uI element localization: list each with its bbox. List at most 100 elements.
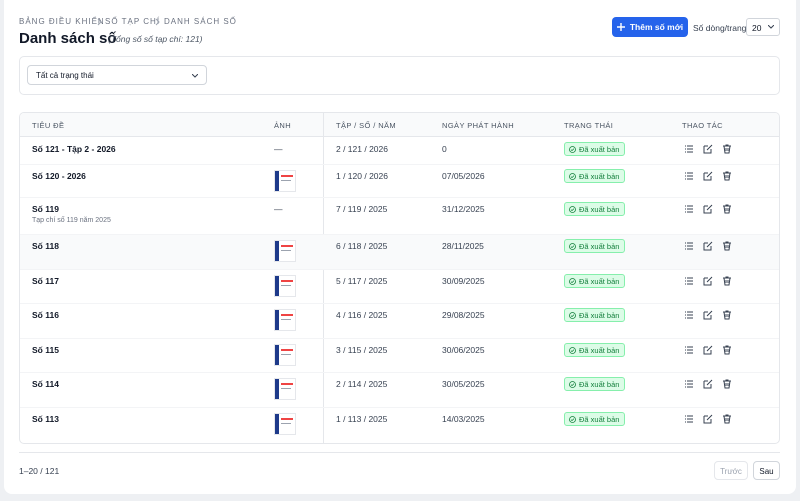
table-row[interactable] [20,407,779,441]
table-row[interactable] [20,269,779,303]
table-row[interactable] [20,137,779,164]
cover-thumbnail [274,378,296,400]
cover-spine [275,276,279,296]
cover-spine [275,241,279,261]
table-row[interactable] [20,372,779,407]
status-badge: Đã xuất bản [564,202,626,216]
publish-date: 30/06/2025 [442,345,485,355]
cover-thumbnail [274,344,296,366]
publish-date: 0 [442,144,447,154]
edit-button[interactable] [703,204,713,214]
view-button[interactable] [684,379,694,389]
status-label: Đã xuất bản [579,414,620,424]
add-button[interactable]: Thêm số mới [612,17,688,37]
column-header: TIÊU ĐỀ [32,121,65,130]
edit-button[interactable] [703,276,713,286]
status-label: Đã xuất bản [579,144,620,154]
view-button[interactable] [684,276,694,286]
edit-button[interactable] [703,241,713,251]
edit-button[interactable] [703,310,713,320]
breadcrumb-item[interactable]: BẢNG ĐIỀU KHIỂN [19,17,105,26]
view-button[interactable] [684,310,694,320]
table-header [20,113,779,137]
prev-label: Trước [720,467,742,476]
cover-text [281,423,291,424]
delete-button[interactable] [722,241,732,251]
status-badge: Đã xuất bản [564,239,626,253]
cover-thumbnail [274,170,296,192]
edit-button[interactable] [703,171,713,181]
caret [768,25,774,29]
issue-title: Số 115 [32,345,59,355]
column-header: NGÀY PHÁT HÀNH [442,121,515,130]
plus-icon [616,23,625,31]
view-button[interactable] [684,414,694,424]
cover-thumbnail [274,309,296,331]
view-button[interactable] [684,204,694,214]
table-row[interactable] [20,164,779,197]
cover-thumbnail [274,240,296,262]
check-icon [569,242,576,250]
edit-button[interactable] [703,144,713,154]
issue-title: Số 116 [32,310,59,320]
check-icon [569,380,576,388]
delete-button[interactable] [722,379,732,389]
delete-button[interactable] [722,204,732,214]
edit-button[interactable] [703,379,713,389]
next-button[interactable]: Sau [753,461,780,480]
add-button-label: Thêm số mới [629,22,684,32]
cover-text [281,383,293,385]
publish-date: 14/03/2025 [442,414,485,424]
view-button[interactable] [684,241,694,251]
filter-panel [19,56,780,95]
delete-button[interactable] [722,414,732,424]
volume-number: 5 / 117 / 2025 [336,276,388,286]
breadcrumb-item: DANH SÁCH SỐ [164,17,237,26]
column-header: TẬP / SỐ / NĂM [336,121,397,130]
delete-button[interactable] [722,171,732,181]
cover-thumbnail [274,275,296,297]
column-header: ẢNH [274,121,292,130]
view-button[interactable] [684,171,694,181]
status-label: Đã xuất bản [579,379,620,389]
status-label: Đã xuất bản [579,241,620,251]
column-header: TRẠNG THÁI [564,121,614,130]
publish-date: 28/11/2025 [442,241,484,251]
status-label: Đã xuất bản [579,345,620,355]
cover-thumbnail [274,413,296,435]
breadcrumb-item[interactable]: SỐ TẠP CHÍ [105,17,161,26]
volume-number: 2 / 114 / 2025 [336,379,388,389]
publish-date: 30/09/2025 [442,276,485,286]
delete-button[interactable] [722,310,732,320]
issue-title: Số 121 - Tập 2 - 2026 [32,144,116,154]
prev-button[interactable]: Trước [714,461,748,480]
issue-subtitle: Tạp chí số 119 năm 2025 [32,217,111,224]
edit-button[interactable] [703,414,713,424]
delete-button[interactable] [722,345,732,355]
delete-button[interactable] [722,276,732,286]
table-row[interactable] [20,197,779,234]
edit-button[interactable] [703,345,713,355]
app: BẢNG ĐIỀU KHIỂN SỐ TẠP CHÍ DANH SÁCH SỐ … [4,0,796,494]
page-size-select[interactable]: 20 [746,18,780,36]
cover-spine [275,345,279,365]
table-row[interactable] [20,234,779,269]
status-badge: Đã xuất bản [564,308,626,322]
delete-button[interactable] [722,144,732,154]
table-row[interactable] [20,303,779,338]
cover-spine [275,379,279,399]
image-placeholder: — [274,144,283,154]
volume-number: 3 / 115 / 2025 [336,345,388,355]
cover-text [281,418,293,420]
view-button[interactable] [684,144,694,154]
status-filter[interactable]: Tất cả trạng thái [27,65,207,85]
view-button[interactable] [684,345,694,355]
issue-title: Số 120 - 2026 [32,171,86,181]
cover-text [281,245,293,247]
volume-number: 4 / 116 / 2025 [336,310,388,320]
divider [19,452,780,453]
table-row[interactable] [20,338,779,372]
issue-title: Số 117 [32,276,59,286]
cover-spine [275,310,279,330]
